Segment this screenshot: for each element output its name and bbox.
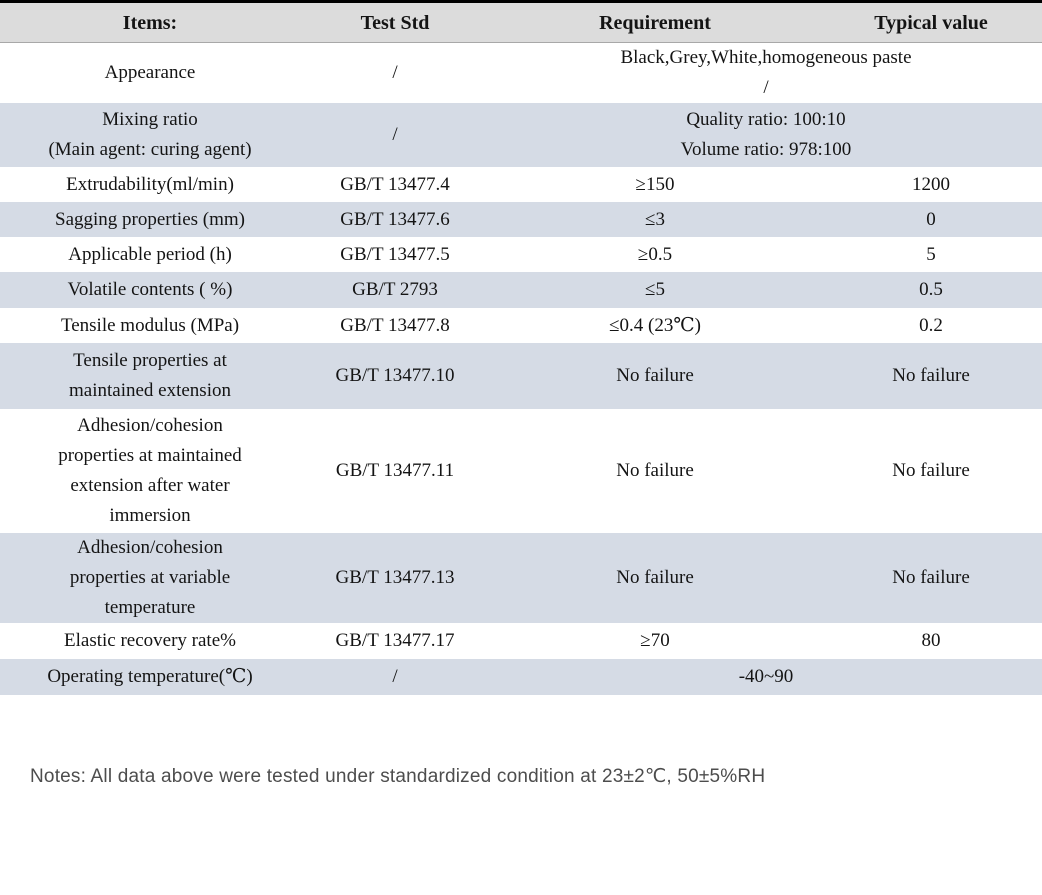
typical-value-cell: 0: [820, 202, 1042, 237]
spec-table: Items: Test Std Requirement Typical valu…: [0, 0, 1042, 695]
typical-value-cell: 0.5: [820, 272, 1042, 308]
test-std-cell: GB/T 13477.6: [300, 202, 490, 237]
item-cell: Sagging properties (mm): [0, 202, 300, 237]
requirement-cell: ≤0.4 (23℃): [609, 314, 701, 336]
table-row-volatile-contents: Volatile contents ( %) GB/T 2793 ≤5 0.5: [0, 272, 1042, 308]
typical-value-cell: No failure: [820, 343, 1042, 409]
test-std-cell: /: [392, 62, 398, 83]
test-std-cell: GB/T 13477.4: [340, 173, 450, 195]
col-header-typical-value: Typical value: [820, 1, 1042, 43]
test-std-cell: GB/T 13477.8: [340, 314, 450, 336]
table-row-applicable-period: Applicable period (h) GB/T 13477.5 ≥0.5 …: [0, 237, 1042, 272]
typical-value-cell: No failure: [892, 460, 970, 481]
item-cell: Tensile properties at maintained extensi…: [0, 343, 300, 409]
table-row-elastic-recovery: Elastic recovery rate% GB/T 13477.17 ≥70…: [0, 623, 1042, 659]
requirement-cell: ≥70: [640, 630, 670, 651]
table-row-adhesion-variable-temperature: Adhesion/cohesion properties at variable…: [0, 533, 1042, 623]
item-cell: Applicable period (h): [68, 243, 232, 265]
requirement-cell: No failure: [490, 533, 820, 623]
item-cell: Volatile contents ( %): [0, 272, 300, 308]
item-cell: Operating temperature(℃): [0, 659, 300, 695]
table-row-sagging: Sagging properties (mm) GB/T 13477.6 ≤3 …: [0, 202, 1042, 237]
col-header-items: Items:: [0, 1, 300, 43]
test-std-cell: GB/T 13477.10: [300, 343, 490, 409]
item-cell: Extrudability(ml/min): [66, 173, 234, 195]
test-std-cell: /: [300, 659, 490, 695]
table-row-appearance: Appearance / Black,Grey,White,homogeneou…: [0, 43, 1042, 104]
typical-value-cell: 80: [921, 630, 941, 651]
header-row: Items: Test Std Requirement Typical valu…: [0, 1, 1042, 43]
merged-value-cell: Quality ratio: 100:10 Volume ratio: 978:…: [490, 103, 1042, 167]
typical-value-cell: 5: [926, 243, 936, 265]
test-std-cell: /: [300, 103, 490, 167]
test-std-cell: GB/T 13477.17: [335, 630, 455, 651]
test-std-cell: GB/T 13477.13: [300, 533, 490, 623]
item-cell: Adhesion/cohesion properties at variable…: [0, 533, 300, 623]
typical-value-cell: No failure: [820, 533, 1042, 623]
test-std-cell: GB/T 2793: [300, 272, 490, 308]
notes-text: Notes: All data above were tested under …: [30, 766, 766, 787]
table-row-operating-temperature: Operating temperature(℃) / -40~90: [0, 659, 1042, 695]
merged-value-cell: -40~90: [490, 659, 1042, 695]
requirement-cell: ≥150: [635, 173, 675, 195]
requirement-cell: No failure: [490, 343, 820, 409]
table-row-tensile-properties: Tensile properties at maintained extensi…: [0, 343, 1042, 409]
requirement-cell: ≤3: [490, 202, 820, 237]
requirement-cell: ≤5: [490, 272, 820, 308]
col-header-requirement: Requirement: [490, 1, 820, 43]
item-cell: Elastic recovery rate%: [64, 630, 236, 651]
item-cell: Appearance: [104, 62, 196, 83]
requirement-cell: No failure: [616, 460, 694, 481]
item-cell: Tensile modulus (MPa): [60, 314, 240, 336]
merged-value-cell: Black,Grey,White,homogeneous paste /: [620, 47, 912, 98]
test-std-cell: GB/T 13477.11: [335, 460, 455, 481]
table-row-extrudability: Extrudability(ml/min) GB/T 13477.4 ≥150 …: [0, 167, 1042, 202]
typical-value-cell: 0.2: [919, 314, 943, 336]
table-row-adhesion-water-immersion: Adhesion/cohesion properties at maintain…: [0, 409, 1042, 533]
item-cell: Mixing ratio (Main agent: curing agent): [0, 103, 300, 167]
typical-value-cell: 1200: [912, 173, 950, 195]
table-row-tensile-modulus: Tensile modulus (MPa) GB/T 13477.8 ≤0.4 …: [0, 308, 1042, 343]
requirement-cell: ≥0.5: [637, 243, 673, 265]
test-std-cell: GB/T 13477.5: [340, 243, 450, 265]
table-row-mixing-ratio: Mixing ratio (Main agent: curing agent) …: [0, 103, 1042, 167]
item-cell: Adhesion/cohesion properties at maintain…: [58, 415, 242, 526]
col-header-test-std: Test Std: [300, 1, 490, 43]
